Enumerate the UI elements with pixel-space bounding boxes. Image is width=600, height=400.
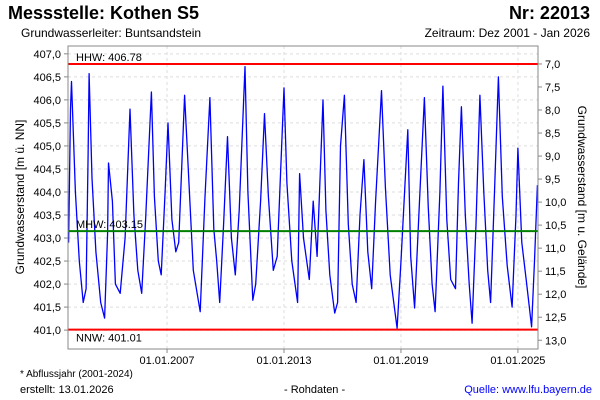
x-tick-label: 01.01.2013 — [256, 355, 311, 367]
period-label: Zeitraum: Dez 2001 - Jan 2026 — [424, 26, 590, 40]
reference-line-label: NNW: 401.01 — [76, 333, 142, 345]
reference-line-label: HHW: 406.78 — [76, 52, 142, 64]
reference-line-label: MHW: 403.15 — [76, 219, 143, 231]
y-right-tick-label: 11,0 — [545, 243, 566, 255]
y-right-tick-label: 7,0 — [545, 59, 560, 71]
created-date: erstellt: 13.01.2026 — [20, 384, 114, 396]
axes: 407,0 406,5 406,0 405,5 405,0 404,5 404,0 403,5… — [33, 49, 566, 367]
y-tick-label: 404,5 — [33, 164, 61, 176]
plot-frame — [67, 45, 539, 350]
x-tick-label: 01.01.2007 — [139, 355, 194, 367]
raw-data-label: - Rohdaten - — [284, 384, 346, 396]
grid — [68, 46, 538, 349]
y-right-tick-label: 10,5 — [545, 220, 566, 232]
station-number: Nr: 22013 — [508, 3, 590, 23]
y-right-tick-label: 12,5 — [545, 312, 566, 324]
y-tick-label: 401,0 — [33, 325, 61, 337]
y-right-tick-label: 8,0 — [545, 105, 560, 117]
y-tick-label: 402,5 — [33, 256, 61, 268]
y-right-tick-label: 8,5 — [545, 128, 560, 140]
y-axis-title-right: Grundwasserstand [m u. Gelände] — [575, 106, 589, 289]
y-right-tick-label: 7,5 — [545, 82, 560, 94]
y-tick-label: 405,0 — [33, 141, 61, 153]
footnote: * Abflussjahr (2001-2024) — [20, 369, 133, 380]
y-right-tick-label: 10,0 — [545, 197, 566, 209]
y-axis-title: Grundwasserstand [m ü. NN] — [13, 120, 27, 275]
y-tick-label: 403,5 — [33, 210, 61, 222]
source-link[interactable]: Quelle: www.lfu.bayern.de — [464, 384, 592, 396]
y-right-tick-label: 12,0 — [545, 289, 566, 301]
reference-lines: HHW: 406.78 MHW: 403.15 NNW: 401.01 — [68, 52, 538, 345]
y-tick-label: 406,5 — [33, 72, 61, 84]
y-tick-label: 405,5 — [33, 118, 61, 130]
y-right-tick-label: 9,5 — [545, 174, 560, 186]
y-tick-label: 407,0 — [33, 49, 61, 61]
x-tick-label: 01.01.2019 — [373, 355, 428, 367]
y-tick-label: 401,5 — [33, 302, 61, 314]
y-right-tick-label: 11,5 — [545, 266, 566, 278]
series-layer — [67, 66, 539, 329]
y-tick-label: 403,0 — [33, 233, 61, 245]
series-line-groundwater — [67, 66, 539, 329]
page-title: Messstelle: Kothen S5 — [8, 3, 200, 23]
y-tick-label: 404,0 — [33, 187, 61, 199]
aquifer-label: Grundwasserleiter: Buntsandstein — [21, 26, 202, 40]
y-tick-label: 406,0 — [33, 95, 61, 107]
y-right-tick-label: 9,0 — [545, 151, 560, 163]
x-tick-label: 01.01.2025 — [490, 355, 545, 367]
y-tick-label: 402,0 — [33, 279, 61, 291]
y-right-tick-label: 13,0 — [545, 335, 566, 347]
